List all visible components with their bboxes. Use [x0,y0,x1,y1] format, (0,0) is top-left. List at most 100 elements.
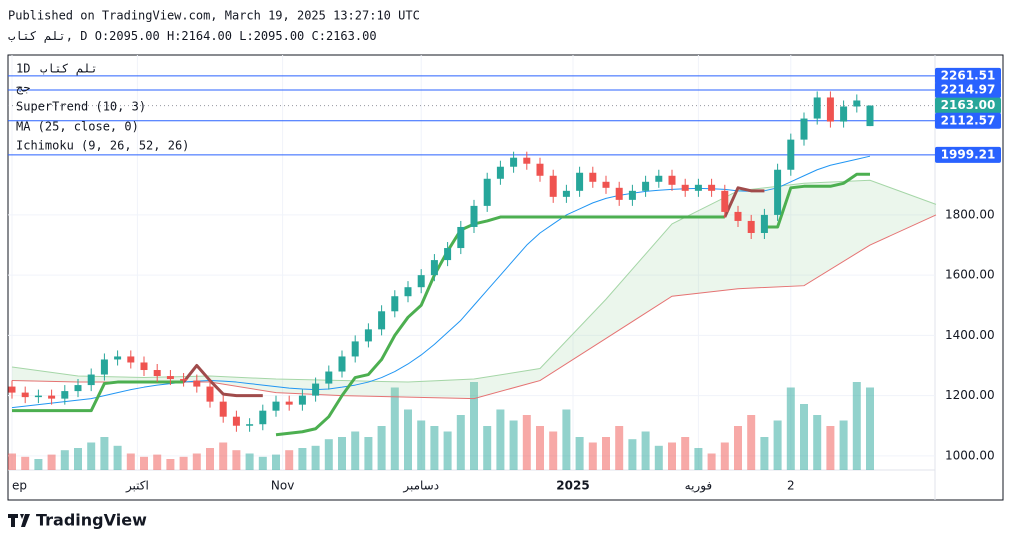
price-label: 2112.57 [941,113,996,127]
volume-bar [34,459,43,470]
candle-body [87,374,95,386]
volume-bar [866,387,874,470]
candle-body [378,311,386,330]
candle-body [457,226,465,249]
candle-body [536,163,544,176]
volume-bar [272,454,280,470]
candle-body [8,386,16,393]
candle-body [219,401,227,417]
volume-bar [852,382,861,470]
price-label: 2214.97 [941,82,996,96]
volume-bar [324,439,333,470]
x-tick-label: دسامبر [402,479,439,494]
candle-body [391,296,399,312]
volume-bar [760,437,769,470]
volume-bar [192,453,201,470]
candle-body [325,371,333,384]
price-label: 2163.00 [941,98,996,112]
candle-body [708,184,716,191]
candle-body [655,175,663,182]
candle-body [298,395,306,405]
legend-indicator: MA (25, close, 0) [16,120,139,134]
candle-body [681,184,689,191]
volume-bar [166,459,175,470]
volume-bar [87,442,96,470]
symbol-line: تلم كتاب, D O:2095.00 H:2164.00 L:2095.0… [8,29,377,43]
legend-exchange: جج [16,81,30,95]
volume-bar [641,431,650,470]
candle-body [615,187,623,200]
volume-bar [219,442,228,470]
legend-indicator: Ichimoku (9, 26, 52, 26) [16,139,189,153]
candle-body [206,386,214,402]
volume-bar [100,437,109,470]
candle-body [351,341,359,357]
y-tick-label: 1000.00 [945,448,995,462]
candle-body [272,401,280,411]
volume-bar [21,456,30,470]
volume-bar [456,415,465,470]
volume-bar [786,387,795,470]
volume-bar [839,420,848,470]
volume-bar [681,437,690,470]
volume-bar [654,445,663,470]
candle-body [523,157,531,164]
price-label-bg [935,97,1001,114]
supertrend-up [12,172,870,437]
volume-bar [179,456,188,470]
candle-body [774,169,782,215]
volume-bar [404,409,412,470]
y-tick-label: 1400.00 [945,328,995,342]
y-tick-label: 1600.00 [945,268,995,282]
candle-body [140,362,148,371]
x-tick-label: 2 [787,479,795,493]
price-label-bg [935,146,1001,163]
candle-body [259,410,267,425]
candle-body [114,356,122,360]
volume-bar [377,426,386,470]
plot [8,55,937,470]
volume-bar [298,448,307,470]
candle-body [840,106,848,122]
volume-bar [338,437,346,470]
volume-bar [8,453,16,470]
y-tick-label: 1800.00 [945,207,995,221]
brand: TradingView [36,511,147,530]
candle-body [21,392,29,398]
candle-body [576,172,584,191]
volume-bar [694,448,703,470]
candle-body [562,190,570,197]
candle-body [444,248,452,261]
candle-body [510,157,518,167]
x-tick-label: اكتبر [125,479,149,494]
volume-bar [351,431,360,470]
candle-body [721,190,729,212]
candle-body [312,383,320,396]
candle-body [180,379,188,381]
candle-body [430,260,438,276]
published: Published on TradingView.com, March 19, … [8,9,420,23]
volume-bar [522,415,531,470]
volume-bar [364,437,373,470]
volume-bar [206,448,214,470]
candle-body [338,356,346,372]
ichimoku-cloud [12,180,936,399]
logo-mark [8,514,30,527]
volume-bar [813,415,822,470]
candle-body [602,181,610,188]
candle-body [74,385,82,392]
volume-bar [153,454,162,470]
volume-bar [417,420,426,470]
candle-body [628,190,636,200]
candle-body [853,100,861,107]
volume-bar [126,453,135,470]
legend-interval: 1D [16,62,30,76]
candle-body [589,172,597,182]
volume-bar [615,426,624,470]
x-tick-label: فوريه [685,479,713,494]
candle-body [193,380,201,387]
candle-body [232,416,240,426]
symbol: تلم كتاب, D [8,29,87,43]
candle-body [760,214,768,233]
